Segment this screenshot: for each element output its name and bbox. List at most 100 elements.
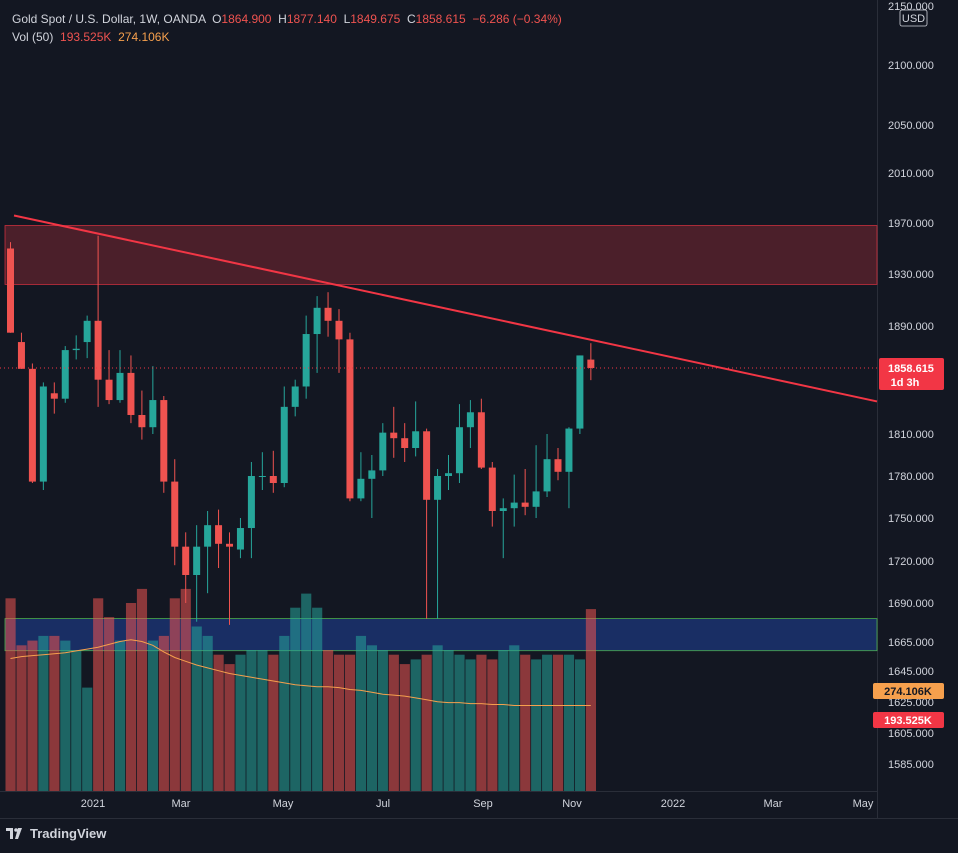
- candle[interactable]: [280, 386, 288, 488]
- candle[interactable]: [565, 427, 573, 509]
- candle[interactable]: [127, 355, 135, 424]
- candle-body: [587, 359, 595, 368]
- resistance-zone[interactable]: [4, 225, 878, 285]
- candle[interactable]: [445, 455, 452, 490]
- price-axis-label: 1605.000: [888, 728, 934, 740]
- candle[interactable]: [423, 428, 431, 619]
- candle[interactable]: [335, 309, 343, 373]
- volume-bar: [27, 640, 38, 791]
- volume-ma-tag: 274.106K: [873, 683, 944, 699]
- symbol-title[interactable]: Gold Spot / U.S. Dollar, 1W, OANDA: [12, 12, 206, 26]
- time-axis-label: Jul: [376, 798, 390, 810]
- volume-bar: [542, 654, 553, 791]
- candle[interactable]: [390, 406, 398, 458]
- trendline[interactable]: [13, 214, 878, 403]
- price-axis-label: 1720.000: [888, 556, 934, 568]
- candle[interactable]: [455, 404, 463, 483]
- volume-bar: [509, 645, 520, 791]
- candle[interactable]: [138, 390, 146, 440]
- candle-body: [576, 355, 584, 429]
- candle[interactable]: [193, 525, 201, 622]
- volume-bar: [158, 635, 169, 791]
- time-axis-label: Mar: [764, 798, 783, 810]
- volume-indicator-label[interactable]: Vol (50): [12, 30, 54, 44]
- candle[interactable]: [434, 469, 442, 619]
- candle[interactable]: [477, 398, 485, 469]
- candle[interactable]: [94, 235, 102, 407]
- volume-bar: [531, 659, 542, 791]
- volume-bar: [432, 645, 443, 791]
- low-value: 1849.675: [350, 12, 401, 26]
- candle-body: [357, 478, 365, 499]
- candle[interactable]: [204, 511, 212, 594]
- chart-legend: Gold Spot / U.S. Dollar, 1W, OANDA O1864…: [12, 10, 562, 46]
- candle[interactable]: [83, 315, 91, 359]
- candle-body: [39, 386, 47, 482]
- candle[interactable]: [368, 455, 376, 518]
- candle[interactable]: [401, 423, 409, 462]
- candle[interactable]: [302, 315, 310, 399]
- brand-name: TradingView: [30, 826, 107, 841]
- candle[interactable]: [50, 382, 58, 414]
- candle[interactable]: [587, 343, 595, 381]
- candle[interactable]: [236, 518, 244, 559]
- candle[interactable]: [28, 363, 36, 483]
- candle[interactable]: [105, 350, 113, 405]
- price-axis[interactable]: [878, 0, 958, 818]
- candle[interactable]: [543, 434, 551, 497]
- candle[interactable]: [379, 423, 387, 476]
- volume-bar: [377, 650, 388, 791]
- candle-body: [554, 459, 562, 472]
- volume-bar: [476, 654, 487, 791]
- currency-badge[interactable]: USD: [899, 9, 928, 27]
- candle[interactable]: [215, 509, 223, 568]
- candle-body: [521, 502, 529, 507]
- candle[interactable]: [532, 445, 540, 518]
- candle[interactable]: [291, 379, 299, 417]
- candle[interactable]: [488, 462, 496, 527]
- candle[interactable]: [72, 335, 80, 360]
- candle[interactable]: [324, 292, 332, 337]
- volume-bar: [520, 654, 531, 791]
- volume-bar: [136, 588, 148, 791]
- candle[interactable]: [61, 346, 69, 403]
- candle[interactable]: [412, 401, 420, 457]
- candle-body: [182, 546, 190, 575]
- volume-bar: [169, 598, 180, 791]
- candle[interactable]: [313, 296, 321, 373]
- candle[interactable]: [182, 532, 190, 603]
- volume-bar: [301, 593, 312, 791]
- candle-body: [532, 491, 540, 507]
- volume-bar: [125, 603, 137, 791]
- tradingview-logo[interactable]: TradingView: [6, 826, 106, 841]
- candle-body: [434, 476, 442, 500]
- candle[interactable]: [346, 332, 354, 502]
- candle[interactable]: [7, 242, 14, 333]
- candle[interactable]: [39, 382, 47, 490]
- candle-body: [455, 427, 463, 474]
- price-axis-label: 1665.000: [888, 637, 934, 649]
- volume-bar: [585, 609, 596, 791]
- candle[interactable]: [269, 450, 277, 493]
- volume-bar: [344, 654, 356, 791]
- candle[interactable]: [554, 448, 562, 481]
- time-axis-label: May: [853, 798, 874, 810]
- candle[interactable]: [510, 474, 518, 527]
- candle-body: [499, 508, 507, 511]
- time-axis-label: Nov: [562, 798, 582, 810]
- candle[interactable]: [466, 400, 474, 448]
- price-axis-label: 1890.000: [888, 321, 934, 333]
- candle[interactable]: [149, 366, 157, 434]
- candle[interactable]: [247, 462, 255, 559]
- candle[interactable]: [171, 459, 179, 566]
- candle[interactable]: [521, 469, 529, 516]
- candle[interactable]: [160, 395, 168, 493]
- candle[interactable]: [226, 532, 233, 625]
- candle[interactable]: [258, 452, 266, 490]
- candle[interactable]: [499, 498, 507, 559]
- candle[interactable]: [17, 332, 25, 369]
- candle[interactable]: [116, 350, 124, 403]
- candle[interactable]: [357, 452, 365, 502]
- candle[interactable]: [576, 355, 584, 434]
